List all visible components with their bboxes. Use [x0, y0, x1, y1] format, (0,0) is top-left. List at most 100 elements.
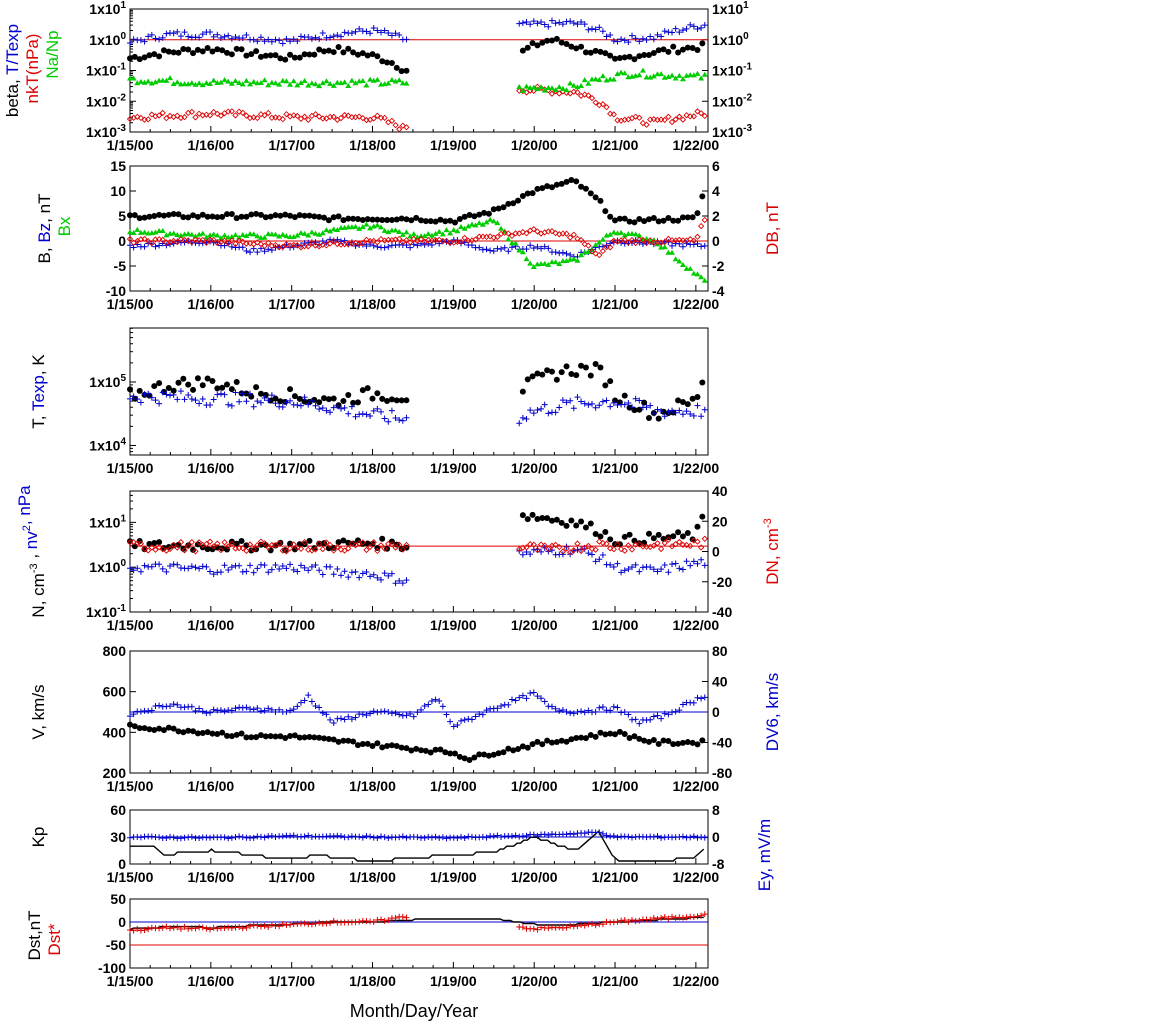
- data-point: [337, 33, 344, 40]
- data-point: [428, 232, 435, 238]
- data-point: [257, 53, 264, 60]
- panel-dst: 1/15/00 1/16/00 1/17/00 1/18/00 1/19/00 1/20/…: [25, 891, 719, 989]
- data-point: [592, 194, 599, 201]
- data-point: [570, 831, 577, 838]
- data-point: [690, 237, 697, 244]
- data-point: [541, 21, 548, 28]
- data-point: [570, 710, 577, 717]
- x-tick-label: 1/20/00: [511, 460, 558, 476]
- data-point: [378, 29, 385, 36]
- data-point: [335, 44, 342, 51]
- data-point: [354, 51, 361, 58]
- data-point: [592, 733, 599, 740]
- data-point: [261, 540, 268, 547]
- data-point: [658, 566, 665, 573]
- right-y-tick-label: 4: [712, 183, 720, 199]
- data-point: [203, 540, 210, 548]
- data-point: [312, 111, 319, 118]
- data-point: [248, 547, 255, 554]
- data-point: [282, 735, 289, 742]
- data-point: [177, 33, 184, 40]
- data-point: [192, 925, 199, 932]
- data-point: [199, 48, 206, 55]
- right-y-tick-label: 1x10-3: [712, 123, 752, 140]
- data-point: [602, 382, 609, 389]
- data-point: [294, 112, 301, 120]
- data-point: [534, 370, 541, 377]
- data-point: [170, 30, 177, 37]
- data-point: [311, 51, 318, 58]
- data-point: [130, 229, 137, 235]
- data-point: [592, 242, 599, 248]
- data-point: [588, 920, 595, 927]
- data-point: [607, 536, 614, 543]
- data-point: [305, 232, 312, 238]
- data-point: [393, 216, 400, 223]
- data-point: [428, 697, 435, 704]
- data-point: [203, 925, 210, 932]
- data-point: [628, 546, 636, 553]
- data-point: [577, 547, 585, 555]
- data-point: [421, 233, 428, 239]
- data-point: [319, 230, 326, 236]
- data-point: [141, 562, 148, 569]
- x-tick-label: 1/19/00: [430, 973, 477, 989]
- data-point: [658, 914, 665, 921]
- data-point: [214, 925, 221, 932]
- x-tick-label: 1/22/00: [673, 869, 720, 885]
- data-point: [370, 237, 377, 245]
- y-tick-label: 0: [118, 914, 126, 930]
- data-point: [479, 711, 486, 718]
- data-point: [265, 569, 272, 576]
- data-point: [214, 730, 221, 737]
- data-point: [548, 368, 555, 375]
- data-point: [523, 83, 530, 89]
- data-point: [209, 730, 216, 737]
- x-tick-label: 1/22/00: [673, 137, 720, 153]
- data-point: [689, 45, 696, 52]
- data-point: [334, 543, 341, 551]
- data-point: [243, 248, 250, 255]
- data-point: [403, 577, 410, 584]
- data-point: [388, 216, 395, 223]
- data-point: [574, 923, 581, 930]
- data-point: [524, 190, 531, 197]
- data-point: [578, 922, 585, 929]
- data-point: [621, 37, 628, 44]
- data-point: [592, 26, 599, 33]
- x-tick-label: 1/18/00: [349, 973, 396, 989]
- data-point: [316, 231, 323, 237]
- data-point: [471, 754, 478, 761]
- data-point: [669, 407, 676, 414]
- data-point: [592, 99, 599, 106]
- y-tick-label: -10: [106, 283, 126, 299]
- y-tick-label: -100: [98, 960, 126, 976]
- data-point: [670, 741, 677, 748]
- right-axis-label: DN, cm-3: [762, 518, 782, 584]
- data-point: [235, 237, 243, 244]
- data-point: [206, 538, 214, 545]
- data-point: [398, 397, 405, 404]
- data-point: [165, 48, 172, 55]
- data-point: [174, 28, 181, 35]
- data-point: [312, 546, 319, 553]
- data-point: [529, 511, 536, 518]
- data-point: [305, 82, 312, 88]
- data-point: [334, 227, 341, 233]
- data-point: [326, 240, 334, 247]
- data-point: [679, 46, 686, 53]
- x-tick-label: 1/21/00: [592, 296, 639, 312]
- data-point: [582, 364, 589, 371]
- data-point: [544, 737, 551, 744]
- data-point: [399, 580, 406, 587]
- data-point: [602, 50, 609, 57]
- data-point: [363, 221, 370, 227]
- data-point: [539, 371, 546, 378]
- left-axis-label: Kp: [29, 827, 48, 848]
- data-point: [581, 21, 588, 28]
- data-point: [701, 22, 708, 29]
- data-point: [519, 414, 526, 421]
- data-point: [170, 49, 177, 56]
- x-tick-label: 1/19/00: [430, 460, 477, 476]
- data-point: [207, 834, 214, 841]
